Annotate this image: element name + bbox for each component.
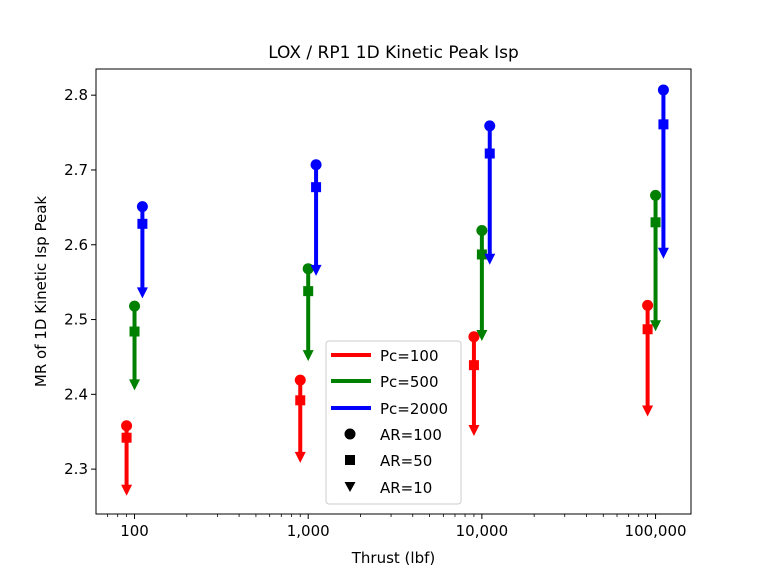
y-tick-label: 2.7 xyxy=(64,161,88,179)
legend-label-ar100: AR=100 xyxy=(380,426,442,444)
point-ar100 xyxy=(294,374,306,386)
point-ar100 xyxy=(129,300,141,312)
point-ar50 xyxy=(311,182,322,193)
point-ar50 xyxy=(484,148,495,159)
point-ar50 xyxy=(650,217,661,228)
point-ar100 xyxy=(468,331,480,343)
axes-frame xyxy=(95,68,692,515)
point-ar50 xyxy=(658,119,669,130)
point-ar10 xyxy=(468,424,480,436)
point-ar10 xyxy=(657,247,669,259)
point-ar10 xyxy=(650,320,662,332)
x-tick-label: 100 xyxy=(120,522,149,540)
x-axis-label: Thrust (lbf) xyxy=(351,549,435,567)
legend-marker-triangle xyxy=(344,482,356,492)
point-ar100 xyxy=(136,201,148,213)
point-ar50 xyxy=(137,218,148,229)
chart-title: LOX / RP1 1D Kinetic Peak Isp xyxy=(268,43,519,63)
legend-label-ar50: AR=50 xyxy=(380,452,432,470)
point-ar50 xyxy=(129,326,140,337)
x-tick-label: 100,000 xyxy=(625,522,687,540)
legend-label-pc100: Pc=100 xyxy=(380,347,439,365)
point-ar10 xyxy=(136,287,148,299)
x-tick-label: 1,000 xyxy=(287,522,330,540)
legend-marker-circle xyxy=(344,428,356,440)
y-tick-label: 2.3 xyxy=(64,460,88,478)
point-ar100 xyxy=(484,120,496,132)
point-ar10 xyxy=(476,329,488,341)
point-ar100 xyxy=(650,189,662,201)
legend: Pc=100 Pc=500 Pc=2000 AR=100 AR=50 AR=10 xyxy=(325,340,462,505)
point-ar50 xyxy=(303,286,314,297)
point-ar50 xyxy=(642,324,653,335)
axis-ticks: 100 1,000 10,000 100,000 2.3 2.4 2.5 2.6 2.7 2.8 xyxy=(64,86,686,540)
point-ar100 xyxy=(476,225,488,237)
y-tick-label: 2.4 xyxy=(64,385,88,403)
point-ar10 xyxy=(302,350,314,362)
point-ar10 xyxy=(121,484,133,496)
point-ar50 xyxy=(476,249,487,260)
point-ar10 xyxy=(642,405,654,417)
legend-label-ar10: AR=10 xyxy=(380,479,432,497)
point-ar100 xyxy=(310,159,322,171)
point-ar100 xyxy=(121,420,133,432)
x-tick-label: 10,000 xyxy=(456,522,509,540)
point-ar50 xyxy=(295,395,306,406)
y-axis-label: MR of 1D Kinetic Isp Peak xyxy=(32,196,50,387)
point-ar10 xyxy=(294,451,306,463)
y-tick-label: 2.5 xyxy=(64,311,88,329)
legend-label-pc500: Pc=500 xyxy=(380,373,439,391)
y-tick-label: 2.6 xyxy=(64,236,88,254)
point-ar10 xyxy=(129,379,141,391)
y-tick-label: 2.8 xyxy=(64,86,88,104)
point-ar10 xyxy=(310,264,322,276)
point-ar50 xyxy=(468,360,479,371)
legend-marker-square xyxy=(345,455,355,465)
point-ar100 xyxy=(657,84,669,96)
point-ar10 xyxy=(484,253,496,265)
point-ar100 xyxy=(642,299,654,311)
legend-label-pc2000: Pc=2000 xyxy=(380,400,448,418)
point-ar50 xyxy=(121,432,132,443)
data-marks xyxy=(121,84,669,496)
point-ar100 xyxy=(302,263,314,275)
